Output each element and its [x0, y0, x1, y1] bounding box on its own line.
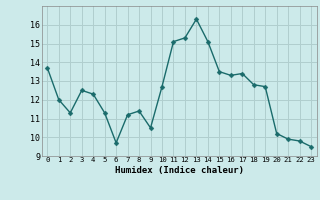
X-axis label: Humidex (Indice chaleur): Humidex (Indice chaleur): [115, 166, 244, 175]
